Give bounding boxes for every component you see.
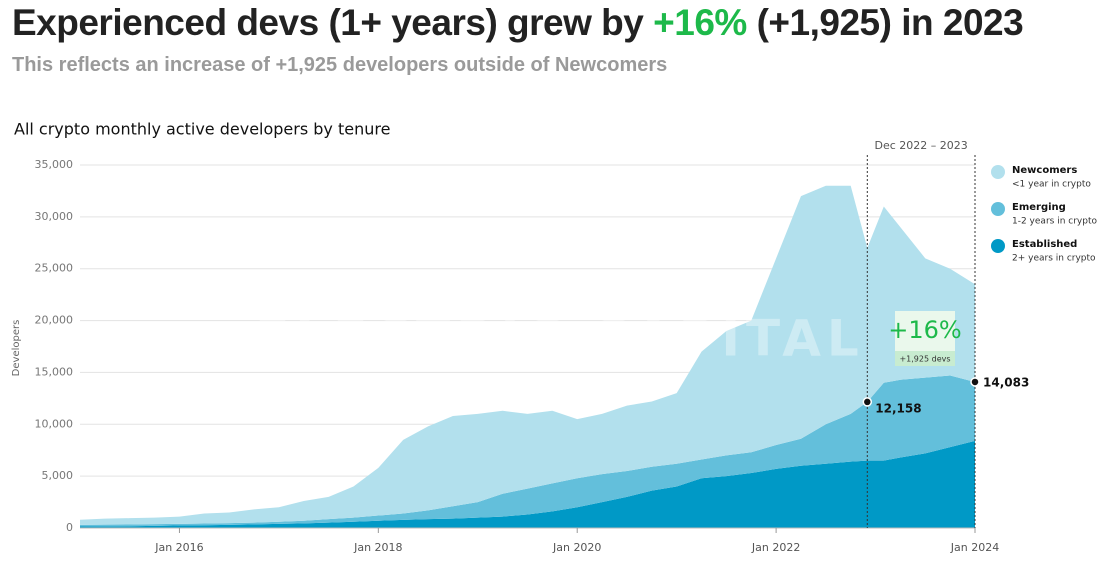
legend-label: Newcomers	[1012, 165, 1077, 176]
marker-label: 12,158	[875, 401, 921, 415]
area	[80, 440, 975, 528]
marker	[970, 377, 980, 387]
title-text: (+1,925) in 2023	[756, 2, 1024, 43]
legend-description: 1-2 years in crypto	[1012, 217, 1097, 227]
x-tick-label: Jan 2018	[353, 541, 402, 554]
legend-description: 2+ years in crypto	[1012, 254, 1096, 264]
watermark: ELECTRIC CAPITAL	[255, 310, 865, 368]
x-tick-label: Jan 2024	[950, 541, 999, 554]
y-tick-label: 25,000	[35, 262, 74, 275]
marker	[862, 397, 873, 407]
callout-box	[895, 311, 955, 351]
area	[80, 185, 975, 525]
legend-swatch	[991, 165, 1005, 179]
y-axis-label: Developers	[11, 320, 22, 377]
title-text: Experienced devs (1+ years) grew by	[12, 2, 644, 43]
callout-big: +16%	[888, 316, 961, 344]
legend-label: Established	[1012, 239, 1077, 250]
x-tick-label: Jan 2022	[751, 541, 800, 554]
legend-swatch	[991, 202, 1005, 216]
y-tick-label: 0	[66, 521, 73, 534]
y-tick-label: 20,000	[35, 314, 74, 327]
period-label: Dec 2022 – 2023	[875, 139, 968, 152]
legend-swatch	[991, 239, 1005, 253]
marker-label: 14,083	[983, 375, 1029, 389]
area	[80, 375, 975, 527]
chart-subtitle: All crypto monthly active developers by …	[14, 120, 390, 139]
y-tick-label: 10,000	[35, 417, 74, 430]
y-tick-label: 15,000	[35, 365, 74, 378]
y-tick-label: 35,000	[35, 158, 74, 171]
x-tick-label: Jan 2016	[154, 541, 203, 554]
legend-description: <1 year in crypto	[1012, 180, 1091, 190]
y-tick-label: 5,000	[42, 469, 74, 482]
subtitle: This reflects an increase of +1,925 deve…	[12, 54, 668, 76]
title: Experienced devs (1+ years) grew by +16%…	[12, 2, 1024, 44]
callout-small: +1,925 devs	[899, 355, 950, 364]
title-highlight: +16%	[653, 2, 747, 43]
callout-band	[895, 351, 955, 366]
x-tick-label: Jan 2020	[552, 541, 601, 554]
legend-label: Emerging	[1012, 202, 1066, 213]
y-tick-label: 30,000	[35, 210, 74, 223]
